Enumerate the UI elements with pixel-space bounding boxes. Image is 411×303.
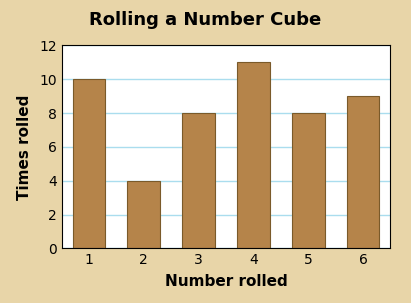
- X-axis label: Number rolled: Number rolled: [165, 274, 287, 289]
- Bar: [292, 113, 325, 248]
- Bar: [182, 113, 215, 248]
- Bar: [346, 96, 379, 248]
- Bar: [237, 62, 270, 248]
- Text: Rolling a Number Cube: Rolling a Number Cube: [89, 11, 322, 29]
- Y-axis label: Times rolled: Times rolled: [17, 94, 32, 200]
- Bar: [127, 181, 160, 248]
- Bar: [73, 79, 106, 248]
